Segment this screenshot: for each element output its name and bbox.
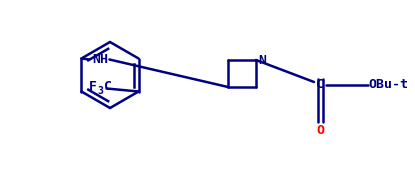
- Text: N: N: [258, 54, 266, 66]
- Text: 3: 3: [98, 86, 103, 96]
- Text: OBu-t: OBu-t: [368, 79, 408, 92]
- Text: F: F: [88, 80, 97, 93]
- Text: C: C: [104, 80, 112, 93]
- Text: C: C: [316, 79, 324, 92]
- Text: O: O: [316, 124, 324, 136]
- Text: NH: NH: [93, 53, 108, 66]
